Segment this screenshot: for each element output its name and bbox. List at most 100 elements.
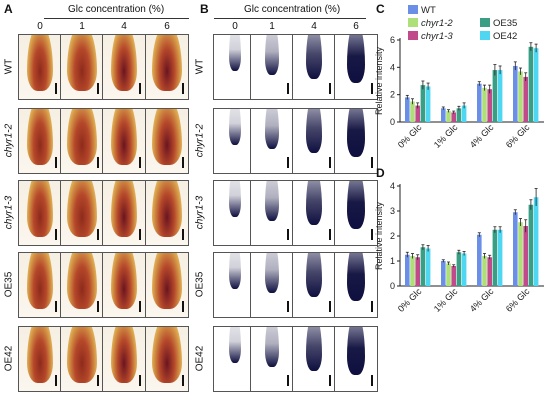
- root-tip-image: [229, 253, 241, 289]
- x-category-label: 4% Glc: [468, 286, 496, 314]
- root-tip-image: [347, 327, 365, 375]
- a-image-cell: [18, 326, 62, 392]
- root-tip-image: [67, 181, 97, 237]
- y-tick-label: 2: [390, 231, 395, 241]
- y-tick-label: 6: [390, 35, 395, 45]
- root-tip-image: [265, 109, 279, 149]
- bar-OE42-3: [533, 48, 539, 123]
- bar-OE42-2: [497, 70, 503, 122]
- bar-chyr1-2-3: [518, 71, 523, 122]
- legend-label-chyr1-2: chyr1-2: [421, 18, 453, 29]
- root-tip-image: [111, 253, 137, 309]
- bar-OE42-2: [497, 229, 503, 286]
- b-conc-1: 1: [269, 21, 275, 32]
- scale-bar: [182, 83, 184, 94]
- bar-chyr1-2-3: [518, 222, 523, 286]
- root-tip-image: [347, 253, 365, 301]
- b-image-cell: [292, 108, 336, 174]
- a-image-cell: [102, 252, 146, 318]
- a-image-cell: [18, 180, 62, 246]
- x-category-label: 6% Glc: [504, 286, 532, 314]
- scale-bar: [182, 375, 184, 386]
- b-image-cell: [334, 326, 378, 392]
- scale-bar: [55, 375, 57, 386]
- panel-c-label: C: [376, 2, 385, 16]
- b-image-cell: [292, 180, 336, 246]
- root-tip-image: [111, 109, 137, 165]
- a-image-cell: [60, 34, 104, 100]
- bar-chyr1-3-0: [415, 105, 420, 122]
- b-conc-3: 6: [353, 21, 359, 32]
- bar-chyr1-3-2: [487, 257, 492, 286]
- y-tick-label: 3: [390, 206, 395, 216]
- root-tip-image: [67, 35, 97, 91]
- bar-OE35-1: [456, 252, 462, 286]
- scale-bar: [139, 375, 141, 386]
- root-tip-image: [265, 327, 279, 367]
- scale-bar: [55, 301, 57, 312]
- scale-bar: [182, 229, 184, 240]
- x-category-label: 4% Glc: [468, 122, 496, 150]
- a-conc-1: 1: [79, 21, 85, 32]
- y-tick-label: 2: [390, 90, 395, 100]
- a-image-cell: [60, 108, 104, 174]
- scale-bar: [329, 229, 331, 240]
- a-image-cell: [102, 326, 146, 392]
- legend-swatch-WT: [408, 5, 418, 14]
- a-image-cell: [102, 180, 146, 246]
- bar-WT-0: [405, 254, 410, 286]
- scale-bar: [287, 83, 289, 94]
- root-tip-image: [229, 327, 241, 363]
- b-image-cell: [250, 108, 294, 174]
- b-conc-0: 0: [232, 21, 238, 32]
- bar-OE35-0: [420, 85, 426, 122]
- scale-bar: [55, 83, 57, 94]
- b-image-cell: [213, 252, 257, 318]
- b-row-label-2: chyr1-3: [194, 195, 206, 230]
- root-tip-image: [152, 35, 182, 91]
- a-row-label-1: chyr1-2: [3, 123, 15, 158]
- scale-bar: [287, 157, 289, 168]
- y-tick-label: 0: [390, 281, 395, 291]
- b-row-label-1: chyr1-2: [194, 123, 206, 158]
- root-tip-image: [265, 253, 279, 293]
- legend-swatch-OE35: [480, 18, 490, 27]
- bar-OE35-0: [420, 247, 426, 286]
- root-tip-image: [152, 327, 182, 383]
- bar-chyr1-3-3: [523, 226, 528, 286]
- b-image-cell: [250, 180, 294, 246]
- b-image-cell: [334, 180, 378, 246]
- bar-OE42-3: [533, 197, 539, 286]
- root-tip-image: [229, 181, 241, 217]
- root-tip-image: [152, 181, 182, 237]
- root-tip-image: [306, 35, 322, 79]
- root-tip-image: [27, 35, 53, 91]
- root-tip-image: [27, 181, 53, 237]
- legend-swatch-chyr1-2: [408, 18, 418, 27]
- root-tip-image: [265, 35, 279, 75]
- bar-OE42-0: [425, 248, 431, 286]
- b-row-label-4: OE42: [194, 345, 206, 372]
- scale-bar: [329, 301, 331, 312]
- legend-label-chyr1-3: chyr1-3: [421, 31, 453, 42]
- scale-bar: [371, 157, 373, 168]
- y-tick-label: 1: [390, 256, 395, 266]
- b-image-cell: [250, 326, 294, 392]
- bar-OE35-2: [492, 70, 498, 122]
- panel-b-title: Glc concentration (%): [244, 4, 341, 15]
- scale-bar: [371, 375, 373, 386]
- root-tip-image: [347, 109, 365, 157]
- a-image-cell: [102, 108, 146, 174]
- bar-chyr1-2-0: [410, 256, 415, 286]
- root-tip-image: [306, 109, 322, 153]
- root-tip-image: [67, 253, 97, 309]
- root-tip-image: [27, 109, 53, 165]
- b-image-cell: [213, 180, 257, 246]
- panel-a-title-rule: [44, 18, 189, 19]
- bar-WT-2: [477, 83, 482, 122]
- a-image-cell: [60, 326, 104, 392]
- scale-bar: [97, 157, 99, 168]
- bar-WT-2: [477, 234, 482, 286]
- root-tip-image: [27, 327, 53, 383]
- bar-WT-3: [513, 212, 518, 286]
